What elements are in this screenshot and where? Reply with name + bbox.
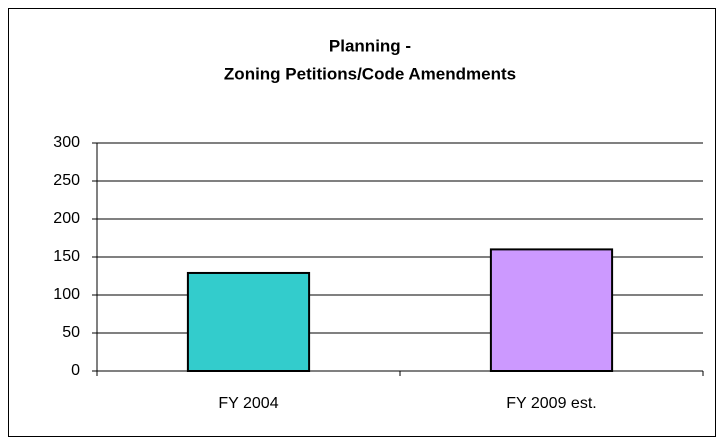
y-tick-label: 0 — [71, 362, 80, 379]
x-tick-label: FY 2009 est. — [506, 395, 596, 412]
chart-title: Planning - — [329, 36, 411, 55]
y-tick-label: 150 — [53, 248, 80, 265]
y-tick-label: 50 — [62, 324, 80, 341]
y-tick-label: 100 — [53, 286, 80, 303]
y-tick-label: 300 — [53, 134, 80, 151]
bar — [489, 248, 614, 372]
x-tick-label: FY 2004 — [218, 395, 278, 412]
y-tick-label: 200 — [53, 210, 80, 227]
bar — [186, 271, 311, 372]
y-tick-label: 250 — [53, 172, 80, 189]
chart-title: Zoning Petitions/Code Amendments — [224, 64, 516, 83]
